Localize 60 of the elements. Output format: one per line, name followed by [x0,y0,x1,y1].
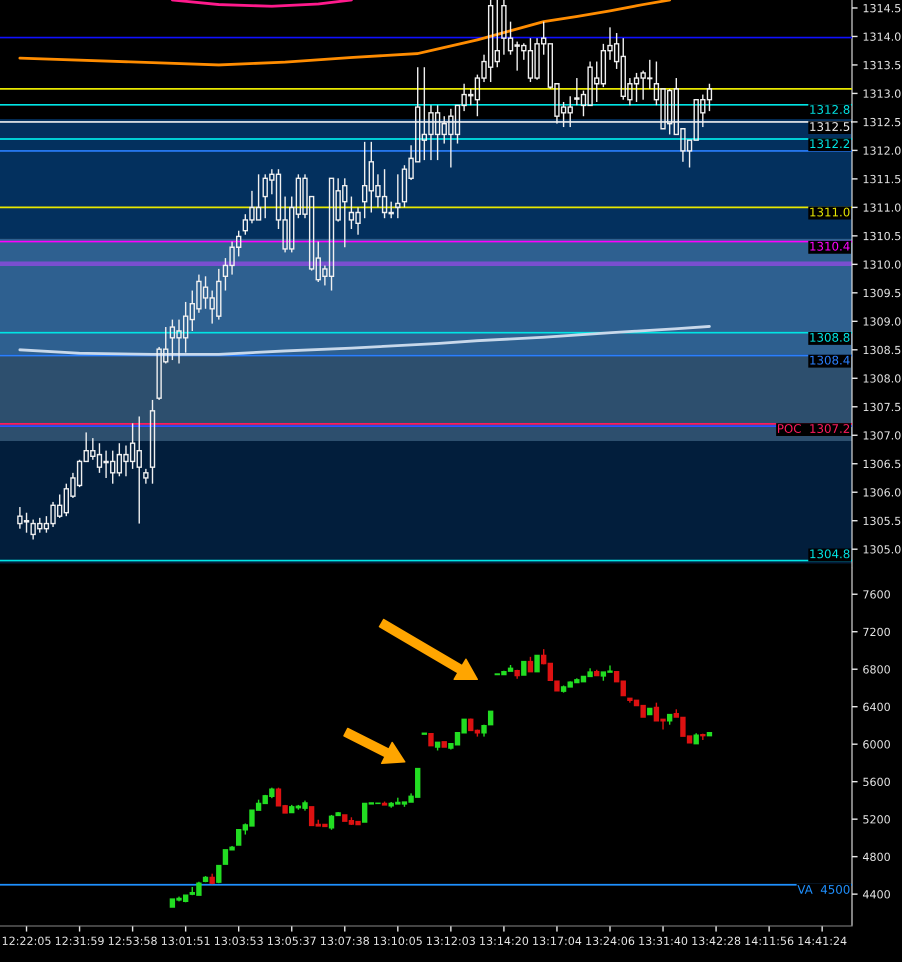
y-tick-label: 1307.5 [864,402,900,412]
ref-line-label: VA 4500 [797,884,850,894]
y-tick-label: 1312.0 [864,146,901,155]
line-series [171,0,353,8]
x-tick-label: 12:53:58 [108,936,157,946]
y-tick-label: 1305.0 [864,545,901,554]
y-tick-label: 1310.0 [864,260,901,269]
candlestick [150,399,156,484]
y-tick-label: 1313.0 [864,89,901,98]
x-tick-label: 12:22:05 [2,936,50,946]
y-tick-label: 1314.0 [864,32,901,41]
y-tick-label: 1309.5 [864,288,900,298]
x-tick-label: 13:03:53 [214,936,263,946]
x-tick-label: 13:31:40 [639,936,688,946]
y-tick-label: 1306.5 [864,460,900,468]
x-tick-label: 13:10:05 [374,936,422,946]
y-tick-label: 1306.0 [864,488,901,497]
x-tick-label: 13:42:28 [692,936,740,946]
ref-line-label: 1312.8 [810,105,850,114]
x-tick-label: 14:41:24 [798,936,846,945]
ref-line-label: 1312.2 [810,139,850,148]
y-tick-label: 1313.5 [864,60,900,70]
y-tick-label: 4800 [862,852,890,862]
y-tick-label: 1314.5 [864,4,900,12]
x-tick-label: 14:11:56 [745,936,794,946]
candlestick [395,174,401,219]
x-tick-label: 13:07:38 [321,936,369,946]
x-tick-label: 13:05:37 [268,936,316,946]
y-tick-label: 1308.5 [864,346,900,354]
ref-line-label: 1310.4 [810,242,850,251]
y-tick-label: 6400 [863,702,890,712]
y-tick-label: 1308.0 [864,374,901,383]
ref-line-label: POC 1307.2 [778,424,850,433]
line-series [18,325,711,356]
y-tick-label: 1305.5 [864,516,900,526]
line-series [18,0,672,66]
ref-line-label: 1312.5 [810,122,850,132]
y-tick-label: 1309.0 [864,317,901,326]
y-tick-label: 6800 [863,665,890,674]
y-tick-label: 4400 [862,890,890,899]
y-tick-label: 7600 [863,590,890,599]
ref-line-label: 1308.8 [810,332,850,342]
y-tick-label: 1310.5 [864,232,900,240]
x-tick-label: 13:12:03 [427,936,475,946]
ref-line-label: 1308.4 [810,356,850,365]
ref-line-label: 1304.8 [810,549,850,558]
y-tick-label: 1312.5 [864,118,900,126]
y-tick-label: 7200 [863,628,890,636]
x-tick-label: 13:01:51 [162,936,210,946]
y-tick-label: 1307.0 [864,431,901,440]
y-tick-label: 6000 [863,740,890,749]
ref-line-label: 1311.0 [810,208,850,217]
y-tick-label: 1311.0 [864,203,901,212]
x-tick-label: 13:24:06 [586,936,634,946]
x-tick-label: 13:14:20 [480,936,528,946]
x-tick-label: 12:31:59 [56,936,104,946]
x-tick-label: 13:17:04 [533,936,582,946]
y-tick-label: 5200 [863,815,890,824]
y-tick-label: 1311.5 [864,174,900,184]
y-tick-label: 5600 [863,778,890,786]
